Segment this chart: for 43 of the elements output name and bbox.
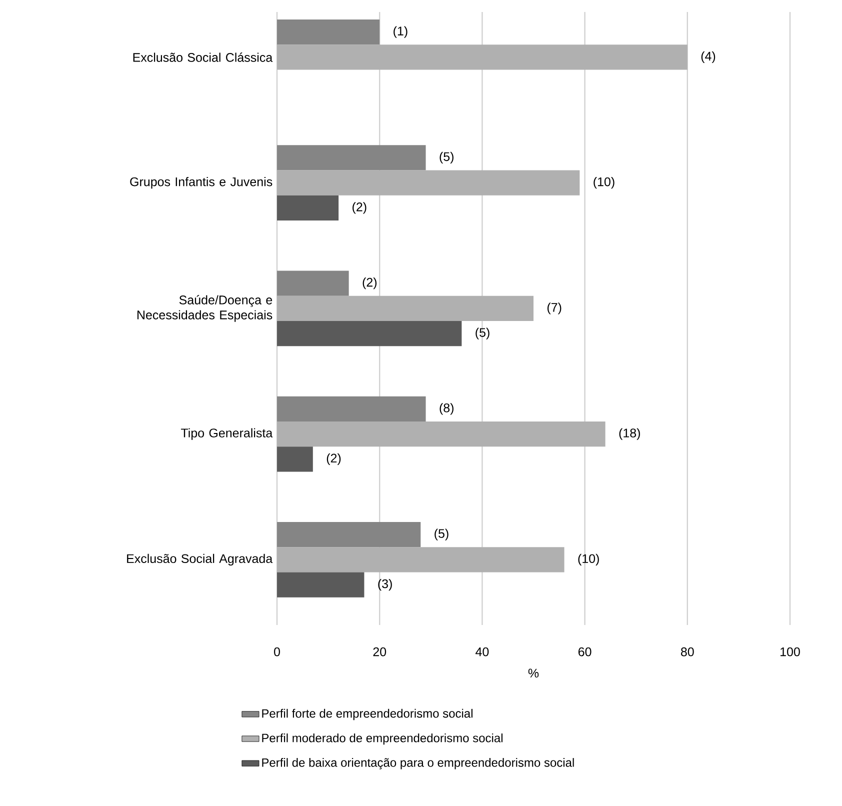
annotation: (18) <box>619 428 640 440</box>
annotation: (7) <box>547 302 562 314</box>
annotation: (2) <box>362 278 377 290</box>
x-tick-label: 100 <box>780 647 800 656</box>
annotation: (4) <box>701 51 716 64</box>
x-tick-label: 60 <box>578 647 592 656</box>
bar <box>277 44 688 70</box>
annotation: (5) <box>476 328 490 340</box>
legend-label: Perfil de baixa orientação para o empreendedorismo social <box>262 758 574 770</box>
bar <box>277 170 580 196</box>
bar <box>277 522 421 548</box>
bar <box>277 321 462 346</box>
bar <box>277 145 426 170</box>
y-tick-label: Saúde/Doença e Necessidades Especiais <box>137 295 272 322</box>
bar <box>277 572 364 598</box>
x-axis-title: % <box>528 668 539 678</box>
annotation: (1) <box>394 26 408 38</box>
annotation: (5) <box>434 528 448 540</box>
y-tick-label: Tipo Generalista <box>180 428 273 440</box>
bar <box>277 446 313 472</box>
annotation: (10) <box>594 177 614 189</box>
legend-label: Perfil moderado de empreendedorismo social <box>262 733 502 745</box>
x-tick-label: 20 <box>373 647 386 656</box>
annotation: (3) <box>378 578 392 591</box>
y-tick-label: Exclusão Social Clássica <box>133 52 273 62</box>
bar <box>277 296 534 322</box>
bar <box>277 396 426 422</box>
x-tick-label: 0 <box>274 647 280 656</box>
annotation: (10) <box>578 554 599 566</box>
bar <box>277 20 380 45</box>
bar <box>277 270 349 296</box>
x-tick-label: 40 <box>476 647 489 656</box>
annotation: (2) <box>326 453 341 466</box>
legend-label: Perfil forte de empreendedorismo social <box>262 708 472 720</box>
bar <box>277 195 339 221</box>
annotation: (8) <box>440 403 454 415</box>
annotation: (2) <box>352 202 366 214</box>
bar <box>277 422 606 447</box>
annotation: (5) <box>440 152 454 164</box>
x-tick-label: 80 <box>681 647 694 656</box>
y-tick-label: Exclusão Social Agravada <box>127 554 273 566</box>
bar <box>277 547 564 572</box>
y-tick-label: Grupos Infantis e Juvenis <box>130 177 272 189</box>
